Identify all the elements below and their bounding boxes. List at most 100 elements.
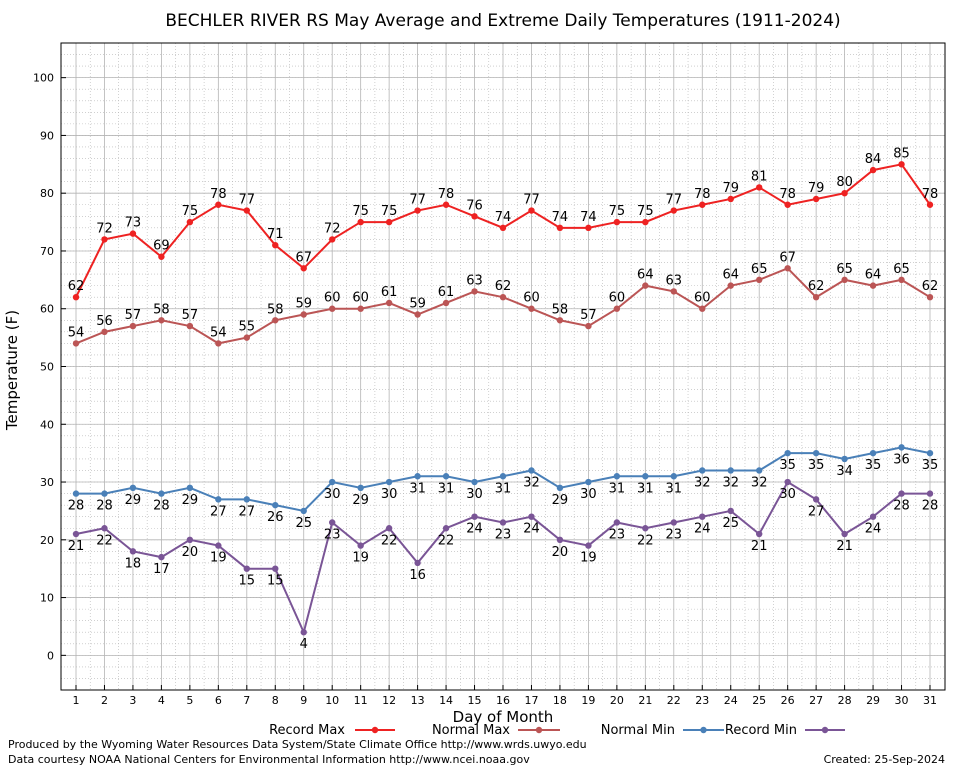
- record-min-point: [357, 542, 364, 549]
- record-min-data-label: 4: [300, 637, 308, 652]
- normal-min-data-label: 32: [694, 475, 711, 490]
- normal-max-point: [101, 328, 108, 336]
- normal-min-point: [670, 473, 677, 480]
- normal-min-point: [812, 449, 820, 457]
- normal-min-data-label: 29: [552, 493, 569, 508]
- record-min-data-label: 23: [666, 527, 683, 542]
- normal-max-point: [585, 322, 592, 330]
- y-tick-label: 0: [47, 649, 54, 662]
- record-min-data-label: 17: [153, 562, 170, 577]
- normal-max-data-label: 55: [239, 320, 256, 335]
- normal-min-point: [414, 473, 421, 480]
- record-max-data-label: 75: [352, 204, 369, 219]
- y-tick-label: 70: [40, 245, 54, 258]
- record-max-point: [243, 207, 250, 214]
- normal-min-data-label: 28: [153, 499, 170, 514]
- record-max-point: [784, 201, 791, 208]
- record-min-data-label: 24: [523, 522, 540, 537]
- normal-max-point: [329, 305, 336, 312]
- normal-max-data-label: 64: [722, 268, 739, 283]
- normal-min-data-label: 31: [438, 481, 455, 496]
- record-max-data-label: 74: [552, 210, 569, 225]
- series-record-min: 21 22 18 17 20 19 15 15 4 23 19 22 16 22 24 23 24 20 19 23 2…: [68, 478, 938, 652]
- x-tick-label: 30: [895, 694, 909, 707]
- record-min-data-label: 22: [438, 533, 455, 548]
- record-max-data-label: 62: [68, 279, 85, 294]
- legend-marker-record-max: [371, 726, 379, 734]
- normal-min-data-label: 26: [267, 510, 284, 525]
- record-max-data-label: 85: [893, 146, 910, 161]
- normal-max-point: [72, 340, 80, 347]
- legend-label-record-min: Record Min: [725, 723, 797, 738]
- created-date: Created: 25-Sep-2024: [824, 753, 945, 766]
- normal-max-data-label: 63: [666, 273, 683, 288]
- record-max-point: [727, 195, 734, 203]
- record-max-data-label: 79: [808, 181, 825, 196]
- x-tick-label: 24: [724, 694, 738, 707]
- normal-min-data-label: 28: [96, 499, 113, 514]
- normal-max-point: [129, 322, 137, 330]
- record-max-point: [471, 213, 478, 220]
- normal-min-data-label: 30: [324, 487, 341, 502]
- record-min-point: [72, 530, 80, 538]
- x-axis-ticks: 1 2 3 4 5 6 7 8 9 10 11 12 13 14 15 16 17 18 19 20 21 22 23 24 2…: [73, 685, 937, 707]
- record-min-data-label: 25: [722, 516, 739, 531]
- record-min-data-label: 24: [694, 522, 711, 537]
- normal-max-data-label: 60: [523, 291, 540, 306]
- normal-max-data-label: 60: [352, 291, 369, 306]
- normal-max-data-label: 60: [324, 291, 341, 306]
- normal-min-data-label: 25: [295, 516, 312, 531]
- x-tick-label: 15: [468, 694, 482, 707]
- record-max-data-label: 71: [267, 227, 284, 242]
- record-min-point: [613, 519, 621, 526]
- y-tick-label: 80: [40, 187, 54, 200]
- normal-min-point: [385, 478, 393, 486]
- record-min-data-label: 24: [865, 522, 882, 537]
- x-tick-label: 27: [809, 694, 823, 707]
- normal-max-data-label: 59: [295, 297, 312, 312]
- record-min-point: [385, 525, 393, 532]
- normal-max-point: [756, 276, 763, 284]
- normal-max-point: [272, 317, 279, 324]
- x-tick-label: 22: [667, 694, 681, 707]
- normal-max-point: [812, 293, 820, 301]
- record-min-point: [442, 525, 450, 532]
- normal-max-data-label: 65: [751, 262, 768, 277]
- normal-min-data-label: 36: [893, 452, 910, 467]
- normal-min-data-label: 34: [836, 464, 853, 479]
- y-tick-label: 60: [40, 303, 54, 316]
- record-max-data-label: 80: [836, 175, 853, 190]
- normal-min-point: [357, 484, 364, 492]
- record-max-data-label: 78: [694, 187, 711, 202]
- record-max-data-label: 74: [580, 210, 597, 225]
- x-tick-label: 10: [325, 694, 339, 707]
- record-min-point: [869, 513, 877, 520]
- x-tick-label: 6: [215, 694, 222, 707]
- record-max-point: [215, 201, 222, 208]
- normal-max-data-label: 56: [96, 314, 113, 329]
- record-min-point: [699, 513, 706, 520]
- normal-min-data-label: 35: [922, 458, 939, 473]
- record-max-data-label: 72: [96, 221, 113, 236]
- record-min-data-label: 19: [210, 551, 227, 566]
- normal-min-data-label: 35: [808, 458, 825, 473]
- record-min-data-label: 22: [96, 533, 113, 548]
- credit-line-2: Data courtesy NOAA National Centers for …: [8, 753, 530, 766]
- normal-min-data-label: 32: [722, 475, 739, 490]
- normal-min-point: [300, 507, 307, 515]
- chart-title: BECHLER RIVER RS May Average and Extreme…: [165, 11, 840, 31]
- normal-max-point: [869, 282, 877, 289]
- record-max-data-label: 77: [239, 193, 256, 208]
- normal-max-point: [556, 317, 564, 324]
- normal-max-point: [699, 305, 706, 312]
- x-tick-label: 29: [866, 694, 880, 707]
- record-max-point: [642, 218, 649, 226]
- y-tick-label: 50: [40, 361, 54, 374]
- x-tick-label: 2: [101, 694, 108, 707]
- legend-marker-record-min: [821, 726, 829, 734]
- record-max-data-label: 81: [751, 169, 768, 184]
- normal-max-data-label: 65: [836, 262, 853, 277]
- record-min-point: [329, 519, 336, 526]
- normal-min-point: [186, 484, 194, 492]
- legend-label-record-max: Record Max: [269, 723, 345, 738]
